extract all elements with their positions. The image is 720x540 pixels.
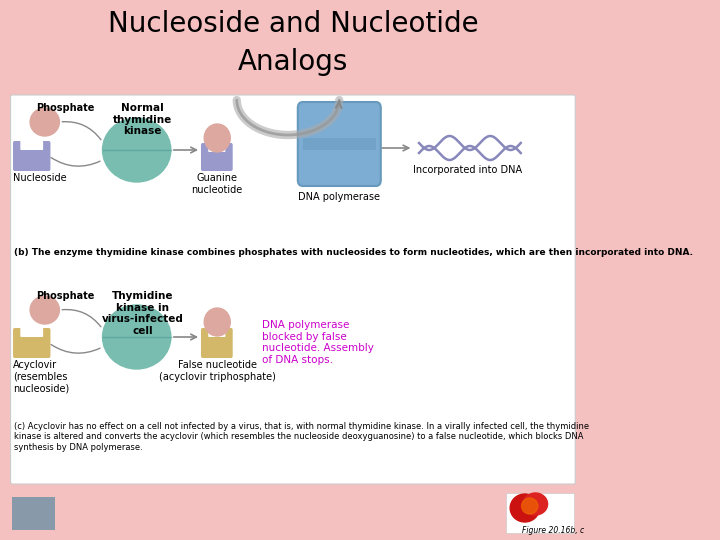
Text: Analogs: Analogs	[238, 48, 348, 76]
FancyBboxPatch shape	[201, 143, 233, 171]
Text: Thymidine
kinase in
virus-infected
cell: Thymidine kinase in virus-infected cell	[102, 291, 184, 336]
FancyBboxPatch shape	[20, 325, 43, 337]
FancyBboxPatch shape	[13, 141, 50, 171]
Text: Normal
thymidine
kinase: Normal thymidine kinase	[113, 103, 172, 136]
Text: Incorporated into DNA: Incorporated into DNA	[413, 165, 523, 175]
FancyBboxPatch shape	[12, 497, 55, 530]
FancyBboxPatch shape	[20, 138, 43, 150]
Ellipse shape	[510, 494, 539, 522]
FancyBboxPatch shape	[201, 328, 233, 358]
Ellipse shape	[204, 308, 230, 336]
Text: Nucleoside and Nucleotide: Nucleoside and Nucleotide	[107, 10, 478, 38]
Text: DNA polymerase
blocked by false
nucleotide. Assembly
of DNA stops.: DNA polymerase blocked by false nucleoti…	[262, 320, 374, 365]
Ellipse shape	[102, 305, 171, 369]
Text: Phosphate: Phosphate	[37, 103, 95, 113]
Ellipse shape	[30, 296, 59, 324]
Text: Phosphate: Phosphate	[37, 291, 95, 301]
Text: False nucleotide
(acyclovir triphosphate): False nucleotide (acyclovir triphosphate…	[159, 360, 276, 382]
FancyBboxPatch shape	[298, 102, 381, 186]
Ellipse shape	[523, 493, 548, 515]
FancyBboxPatch shape	[11, 95, 575, 484]
Text: (c) Acyclovir has no effect on a cell not infected by a virus, that is, with nor: (c) Acyclovir has no effect on a cell no…	[14, 422, 589, 452]
Text: Guanine
nucleotide: Guanine nucleotide	[192, 173, 243, 194]
Ellipse shape	[30, 108, 59, 136]
Ellipse shape	[204, 124, 230, 152]
Text: Acyclovir
(resembles
nucleoside): Acyclovir (resembles nucleoside)	[13, 360, 69, 393]
FancyBboxPatch shape	[302, 138, 376, 150]
Ellipse shape	[521, 498, 538, 514]
Text: (b) The enzyme thymidine kinase combines phosphates with nucleosides to form nuc: (b) The enzyme thymidine kinase combines…	[14, 248, 693, 257]
FancyBboxPatch shape	[208, 325, 225, 337]
FancyBboxPatch shape	[13, 328, 50, 358]
Text: DNA polymerase: DNA polymerase	[298, 192, 380, 202]
FancyBboxPatch shape	[208, 140, 225, 152]
FancyBboxPatch shape	[506, 493, 574, 533]
Text: Figure 20.16b, c: Figure 20.16b, c	[522, 526, 585, 535]
Ellipse shape	[102, 118, 171, 182]
Text: Nucleoside: Nucleoside	[13, 173, 67, 183]
